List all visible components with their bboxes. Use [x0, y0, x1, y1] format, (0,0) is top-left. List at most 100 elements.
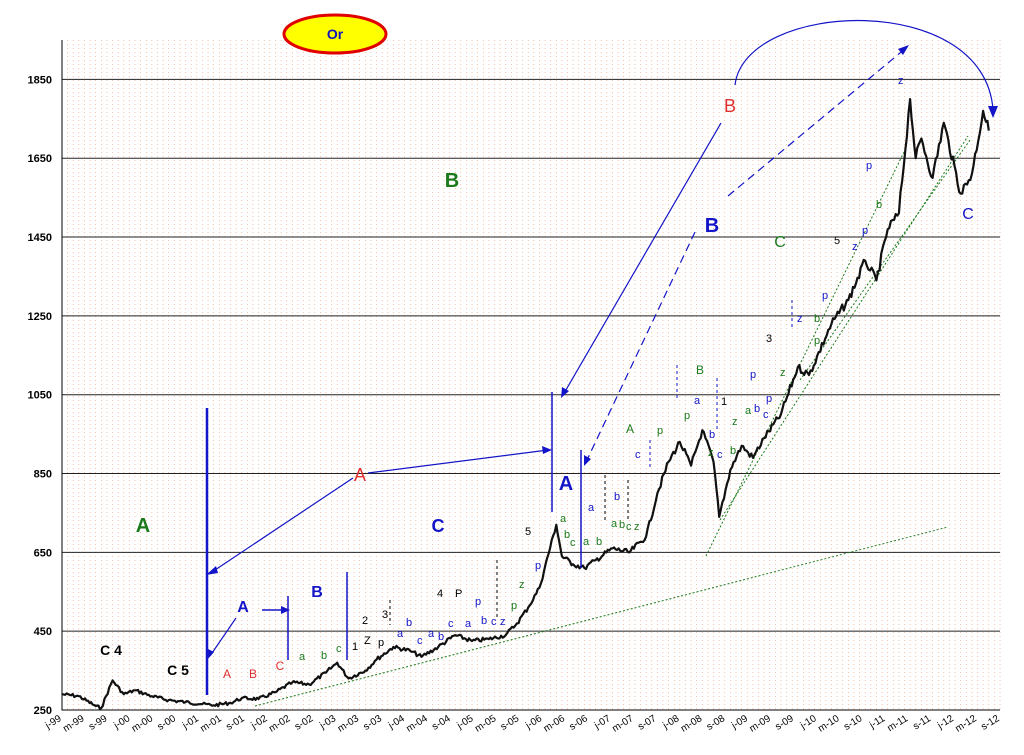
label-b-2007: b [614, 491, 620, 503]
long-term-support-line [254, 526, 949, 707]
arrow-heads [206, 45, 998, 660]
y-tick-label: 1650 [28, 153, 52, 165]
label-b-2004: b [406, 617, 412, 629]
label-b-2011: b [876, 199, 882, 211]
curved-arrow-top [734, 20, 994, 111]
arrowhead-2006 [542, 446, 552, 454]
label-a-2007: a [588, 502, 595, 514]
label-c-2009b: c [763, 409, 769, 421]
label-c-2005: c [448, 618, 454, 630]
label-2-2003: 2 [362, 615, 368, 627]
y-tick-label: 650 [34, 547, 52, 559]
label-b-2006: b [564, 529, 570, 541]
label-c-2004: c [417, 635, 423, 647]
wave-label-A-green-small: A [626, 422, 634, 436]
wave-label-B-green-small: B [696, 363, 704, 377]
label-b-2006b: b [596, 536, 602, 548]
label-C5: C 5 [167, 662, 189, 678]
wave-label-C-blue: C [432, 516, 445, 536]
wave-label-A-blue: A [559, 473, 573, 495]
arrow-small-A [209, 617, 237, 657]
wave-label-A-green: A [136, 515, 150, 537]
label-3-2003: 3 [382, 609, 388, 621]
trend-lines [254, 135, 971, 707]
arrowhead-top [898, 45, 909, 55]
y-tick-label: 450 [34, 626, 52, 638]
wave-label-B-red-small: B [249, 667, 257, 681]
wave-labels: A B C A B A B A B C C A B C A B [136, 96, 974, 681]
label-5-2006: 5 [525, 526, 531, 538]
label-b-2002: b [321, 650, 327, 662]
label-p-2009b: p [766, 393, 772, 405]
arrowhead-dashed-down [584, 455, 591, 466]
label-Z-2003: Z [364, 635, 371, 647]
label-a-2009: a [745, 405, 752, 417]
label-b-2010: b [814, 313, 820, 325]
label-z-2009b: z [732, 416, 738, 428]
y-tick-label: 1050 [28, 390, 52, 402]
label-p-2010: p [822, 290, 828, 302]
label-5-2011: 5 [834, 235, 840, 247]
label-P-2005: P [455, 588, 462, 600]
label-p-2008b: p [684, 410, 690, 422]
label-z-2006: z [519, 579, 525, 591]
arrow-A-to-2001 [211, 477, 354, 573]
label-b-2009: b [709, 429, 715, 441]
arrowhead-horizontal [281, 606, 290, 614]
label-p-2006: p [511, 600, 517, 612]
label-z-2010b: z [780, 367, 786, 379]
label-a-2004b: a [428, 628, 435, 640]
label-4-2005: 4 [437, 588, 443, 600]
y-tick-label: 850 [34, 469, 52, 481]
label-z-2009: z [708, 447, 714, 459]
label-c-2007: c [626, 521, 632, 533]
wave-label-A-red-small: A [223, 667, 231, 681]
label-1-2009: 1 [721, 396, 727, 408]
horizontal-gridlines [61, 40, 1000, 711]
label-c-2003: c [336, 643, 342, 655]
label-z-2011: z [852, 241, 858, 253]
wave-label-A-blue-small: A [237, 599, 249, 616]
dashed-arrow-B-down [585, 231, 696, 463]
label-p-2011b: p [866, 160, 872, 172]
arrowhead-2001 [206, 566, 218, 575]
wave-label-B-red: B [724, 96, 736, 116]
arrowhead-curved [988, 106, 998, 118]
label-a-2005: a [465, 618, 472, 630]
label-p-2008: p [657, 425, 663, 437]
wave-label-A-red: A [354, 465, 366, 485]
label-c-2008: c [635, 449, 641, 461]
label-a-2004: a [397, 628, 404, 640]
label-z-2011b: z [898, 75, 904, 87]
y-tick-label: 1250 [28, 311, 52, 323]
y-tick-label: 250 [34, 705, 52, 717]
arrow-A-to-2006 [367, 449, 549, 474]
wave-markers [205, 20, 994, 695]
chart-title: Or [327, 26, 344, 42]
title-ellipse [282, 13, 388, 55]
y-tick-labels: 250 450 650 850 1050 1250 1450 1650 1850 [28, 74, 52, 717]
label-b-2007b: b [619, 519, 625, 531]
label-a-2006b: a [583, 536, 590, 548]
label-a-2006: a [560, 513, 567, 525]
arrow-B-to-2006 [562, 122, 722, 396]
label-p-2009: p [750, 369, 756, 381]
channel-upper-line [705, 149, 906, 557]
label-p-2010b: p [814, 335, 820, 347]
label-z-2007: z [634, 521, 640, 533]
label-p-2006b: p [535, 560, 541, 572]
axes [61, 40, 1000, 711]
wave-label-B-blue: B [705, 215, 719, 237]
label-c-2006: c [570, 537, 576, 549]
label-c-2009: c [717, 449, 723, 461]
label-z-2010: z [797, 313, 803, 325]
y-tick-label: 1850 [28, 74, 52, 86]
label-a-2007b: a [611, 518, 618, 530]
label-c-2005b: c [491, 616, 497, 628]
y-tick-label: 1450 [28, 232, 52, 244]
label-a-2008: a [694, 395, 701, 407]
wave-label-C-green: C [774, 234, 786, 251]
label-b-2009c: b [754, 403, 760, 415]
